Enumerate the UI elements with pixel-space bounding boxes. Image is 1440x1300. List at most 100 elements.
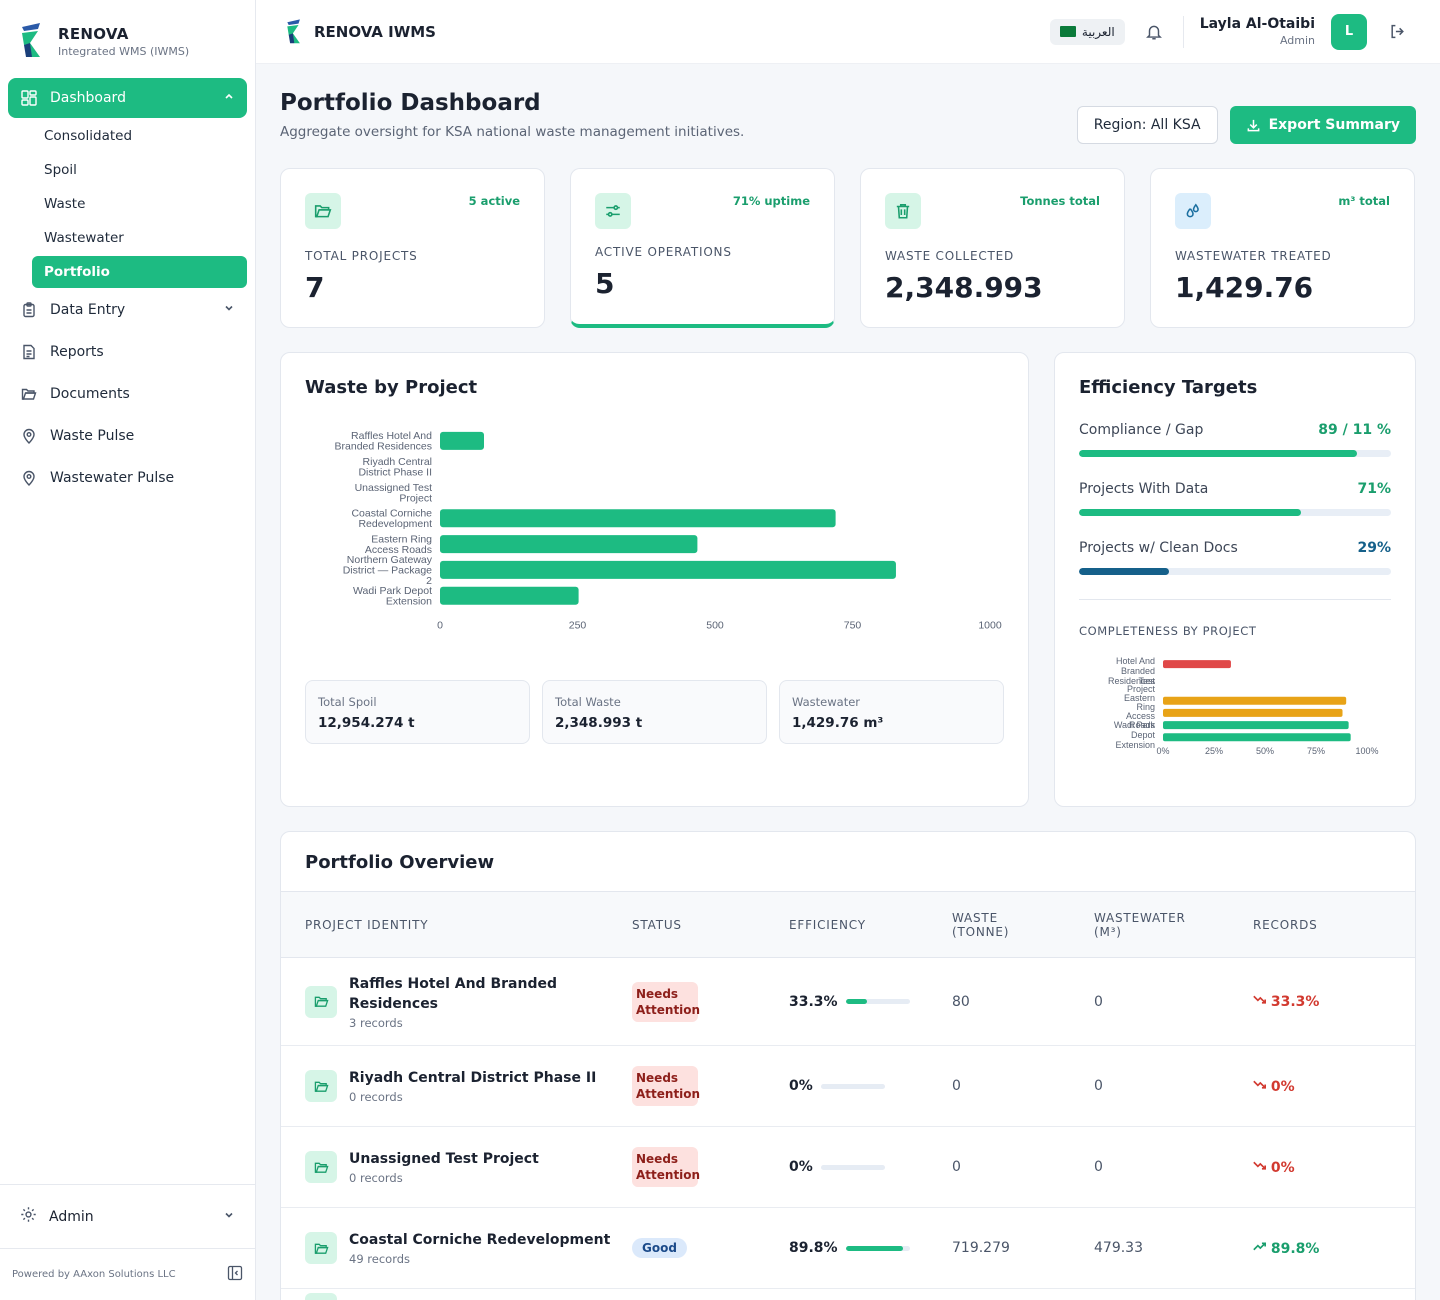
y-tick-label: Northern Gateway District — Package 2 <box>343 554 433 587</box>
sidebar-item-documents[interactable]: Documents <box>8 374 247 414</box>
table-row[interactable] <box>281 1289 1415 1300</box>
column-header[interactable]: STATUS <box>632 917 682 932</box>
status-badge: Needs Attention <box>632 1147 700 1187</box>
powered-by: Powered by AAxon Solutions LLC <box>0 1248 255 1300</box>
sidebar-item-dashboard[interactable]: Dashboard <box>8 78 247 118</box>
subnav-item-waste[interactable]: Waste <box>44 196 86 212</box>
export-summary-button[interactable]: Export Summary <box>1229 106 1416 144</box>
waste-totals: Total Spoil 12,954.274 t Total Waste 2,3… <box>305 680 1004 744</box>
records-cell: 0% <box>1253 1159 1403 1176</box>
kpi-card-total-projects[interactable]: 5 active TOTAL PROJECTS 7 <box>280 168 545 328</box>
project-name[interactable]: Raffles Hotel And Branded Residences <box>349 975 557 1012</box>
project-name[interactable]: Unassigned Test Project <box>349 1151 539 1167</box>
status-cell: Needs Attention <box>632 981 789 1022</box>
status-badge: Needs Attention <box>632 1066 700 1106</box>
sidebar-item-wastewater-pulse[interactable]: Wastewater Pulse <box>8 458 247 498</box>
logout-icon[interactable] <box>1383 23 1412 40</box>
project-name[interactable]: Riyadh Central District Phase II <box>349 1070 597 1086</box>
progress-fill <box>1079 568 1170 575</box>
y-tick-label: Depot <box>1131 730 1156 740</box>
page-header: Portfolio Dashboard Aggregate oversight … <box>280 64 1416 168</box>
droplets-icon <box>1175 193 1211 229</box>
topbar-brand[interactable]: RENOVA IWMS <box>284 18 436 46</box>
folder-icon <box>305 985 337 1018</box>
table-row[interactable]: Raffles Hotel And Branded Residences 3 r… <box>281 958 1415 1046</box>
column-header[interactable]: EFFICIENCY <box>789 917 866 932</box>
kpi-label: TOTAL PROJECTS <box>305 249 418 263</box>
page-subtitle: Aggregate oversight for KSA national was… <box>280 124 745 140</box>
table-row[interactable]: Unassigned Test Project 0 records Needs … <box>281 1127 1415 1208</box>
table-header: PROJECT IDENTITY STATUS EFFICIENCY WASTE… <box>281 892 1415 958</box>
efficiency-value: 0% <box>789 1078 813 1094</box>
language-toggle-button[interactable]: العربية <box>1049 18 1125 45</box>
efficiency-value: 29% <box>1357 540 1391 556</box>
x-tick-label: 0 <box>437 620 443 632</box>
y-tick-label: Project <box>1127 684 1156 694</box>
records-trend: 33.3% <box>1253 994 1319 1010</box>
subnav-item-wastewater[interactable]: Wastewater <box>44 230 124 246</box>
table-row[interactable]: Riyadh Central District Phase II 0 recor… <box>281 1046 1415 1127</box>
status-cell: Needs Attention <box>632 1066 789 1106</box>
status-cell: Needs Attention <box>632 1147 789 1187</box>
x-tick-label: 50% <box>1256 746 1274 756</box>
table-row[interactable]: Coastal Corniche Redevelopment 49 record… <box>281 1208 1415 1289</box>
efficiency-bar-fill <box>845 1245 904 1251</box>
folder-icon <box>305 1070 337 1102</box>
renova-logo <box>22 23 40 57</box>
subnav-item-spoil[interactable]: Spoil <box>44 162 77 178</box>
efficiency-label: Projects With Data <box>1079 481 1209 497</box>
column-header[interactable]: WASTE (TONNE) <box>952 910 1010 939</box>
powered-by-text: Powered by AAxon Solutions LLC <box>12 1269 176 1280</box>
sidebar-item-admin[interactable]: Admin <box>0 1184 255 1248</box>
download-icon <box>1246 118 1261 133</box>
column-header[interactable]: RECORDS <box>1253 917 1318 932</box>
kpi-label: ACTIVE OPERATIONS <box>595 245 732 259</box>
avatar[interactable]: L <box>1331 13 1367 50</box>
progress-track <box>1079 450 1391 457</box>
total-value: 12,954.274 t <box>318 715 415 731</box>
portfolio-overview-card: Portfolio Overview PROJECT IDENTITY STAT… <box>280 831 1416 1300</box>
progress-fill <box>1079 450 1357 457</box>
efficiency-cell: 0% <box>789 1159 952 1175</box>
completeness-by-project-chart: Hotel AndBrandedResidencesTestProjectEas… <box>1108 656 1379 756</box>
column-header[interactable]: PROJECT IDENTITY <box>305 917 429 932</box>
kpi-card-wastewater-treated[interactable]: m³ total WASTEWATER TREATED 1,429.76 <box>1150 168 1415 328</box>
page-actions: Region: All KSA Export Summary <box>1076 106 1416 144</box>
user-info[interactable]: Layla Al-Otaibi Admin <box>1200 16 1315 47</box>
kpi-tag: 5 active <box>468 194 520 208</box>
efficiency-row-clean-docs: Projects w/ Clean Docs 29% <box>1079 540 1391 575</box>
status-badge: Good <box>632 1238 687 1258</box>
user-role: Admin <box>1279 34 1315 47</box>
bar <box>1163 660 1231 669</box>
subnav-item-portfolio[interactable]: Portfolio <box>32 256 247 288</box>
table-body: Raffles Hotel And Branded Residences 3 r… <box>281 958 1415 1300</box>
total-label: Total Waste <box>555 695 621 709</box>
sidebar-item-reports[interactable]: Reports <box>8 332 247 372</box>
sidebar-item-data-entry[interactable]: Data Entry <box>8 290 247 330</box>
y-tick-label: Wadi Park <box>1114 720 1156 730</box>
column-header[interactable]: WASTEWATER (M³) <box>1094 910 1186 939</box>
project-name[interactable]: Coastal Corniche Redevelopment <box>349 1232 611 1248</box>
bell-icon[interactable] <box>1141 23 1167 41</box>
sidebar-item-label: Waste Pulse <box>50 428 135 444</box>
progress-fill <box>1079 509 1301 516</box>
project-record-count: 0 records <box>349 1090 403 1104</box>
dashboard-grid-icon <box>20 89 38 107</box>
y-tick-label-line: Project <box>399 492 432 504</box>
y-tick-label: Extension <box>1115 740 1155 750</box>
kpi-value: 1,429.76 <box>1175 271 1314 304</box>
sidebar-item-label: Dashboard <box>50 90 126 106</box>
sidebar-item-waste-pulse[interactable]: Waste Pulse <box>8 416 247 456</box>
folder-icon <box>305 193 341 229</box>
gear-icon <box>20 1206 37 1227</box>
kpi-card-waste-collected[interactable]: Tonnes total WASTE COLLECTED 2,348.993 <box>860 168 1125 328</box>
region-filter-button[interactable]: Region: All KSA <box>1076 106 1218 144</box>
collapse-sidebar-icon[interactable] <box>227 1265 243 1284</box>
records-trend: 0% <box>1253 1160 1295 1176</box>
sidebar-brand[interactable]: RENOVA Integrated WMS (IWMS) <box>0 0 255 64</box>
trend-down-icon <box>1253 994 1266 1010</box>
records-cell: 89.8% <box>1253 1240 1403 1257</box>
subnav-item-consolidated[interactable]: Consolidated <box>44 128 133 144</box>
kpi-card-active-operations[interactable]: 71% uptime ACTIVE OPERATIONS 5 <box>570 168 835 328</box>
y-tick-label: Hotel And <box>1116 656 1155 666</box>
